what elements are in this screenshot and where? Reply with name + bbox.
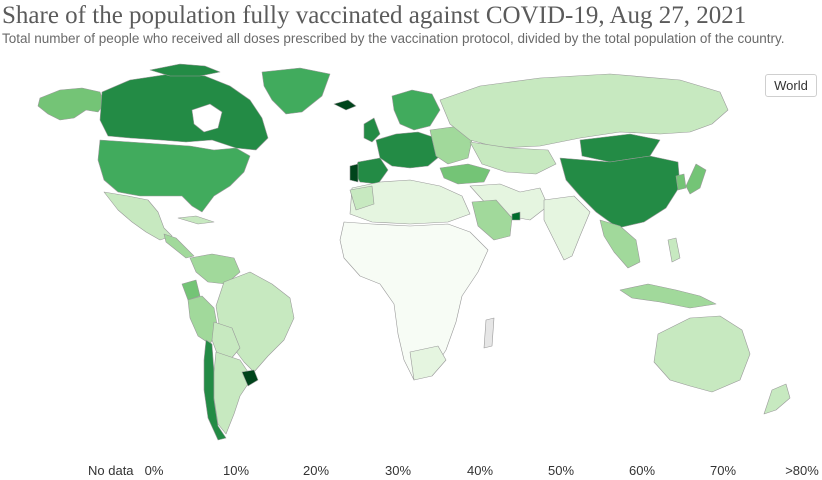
legend-bin-10: 10% [222, 463, 250, 478]
legend-bin-60: 60% [628, 463, 656, 478]
country-central-america[interactable] [163, 233, 195, 259]
legend-bin-0: 0% [144, 463, 164, 478]
world-map [37, 63, 791, 441]
chart-subtitle: Total number of people who received all … [2, 31, 785, 46]
country-southeast-asia[interactable] [599, 219, 641, 269]
country-portugal[interactable] [349, 163, 359, 183]
country-north-africa[interactable] [349, 179, 471, 225]
country-spain[interactable] [353, 157, 389, 185]
country-canada-islands[interactable] [149, 63, 221, 77]
country-mexico[interactable] [103, 191, 173, 241]
country-madagascar[interactable] [483, 317, 495, 349]
legend-no-data: No data [88, 463, 134, 478]
country-kazakhstan[interactable] [469, 141, 557, 175]
country-ecuador[interactable] [181, 279, 201, 301]
country-russia[interactable] [439, 73, 729, 149]
country-uruguay[interactable] [241, 369, 259, 387]
legend-bin-80plus: >80% [785, 463, 819, 478]
legend-bin-30: 30% [384, 463, 412, 478]
legend-bin-50: 50% [547, 463, 575, 478]
country-western-europe[interactable] [375, 131, 441, 169]
country-usa[interactable] [97, 139, 251, 213]
region-selector[interactable]: World [765, 74, 817, 97]
country-japan[interactable] [685, 163, 707, 195]
country-south-africa[interactable] [409, 345, 447, 381]
region-selector-label: World [774, 78, 808, 93]
country-saudi-arabia[interactable] [471, 199, 513, 241]
country-china[interactable] [559, 155, 681, 229]
country-india[interactable] [543, 195, 591, 261]
country-turkey[interactable] [439, 163, 491, 185]
country-colombia[interactable] [189, 253, 241, 285]
hudson-bay [191, 103, 223, 133]
country-chile[interactable] [203, 339, 227, 441]
chart-title: Share of the population fully vaccinated… [2, 2, 747, 29]
country-australia[interactable] [653, 315, 751, 393]
country-iceland[interactable] [333, 99, 357, 111]
country-uk[interactable] [363, 117, 381, 143]
country-canada[interactable] [99, 73, 269, 151]
country-cuba[interactable] [177, 215, 215, 225]
country-scandinavia[interactable] [391, 89, 441, 131]
country-morocco[interactable] [349, 185, 375, 211]
country-philippines[interactable] [667, 237, 681, 263]
country-uae[interactable] [511, 211, 521, 221]
legend-bin-20: 20% [302, 463, 330, 478]
legend-bin-40: 40% [466, 463, 494, 478]
legend-bin-70: 70% [709, 463, 737, 478]
map-legend: No data 0% 10% 20% 30% 40% 50% 60% 70% >… [0, 460, 822, 480]
country-greenland[interactable] [261, 67, 331, 115]
country-indonesia[interactable] [619, 283, 717, 309]
country-new-zealand[interactable] [763, 383, 791, 415]
country-usa-alaska[interactable] [37, 87, 105, 121]
country-korea[interactable] [675, 173, 687, 191]
